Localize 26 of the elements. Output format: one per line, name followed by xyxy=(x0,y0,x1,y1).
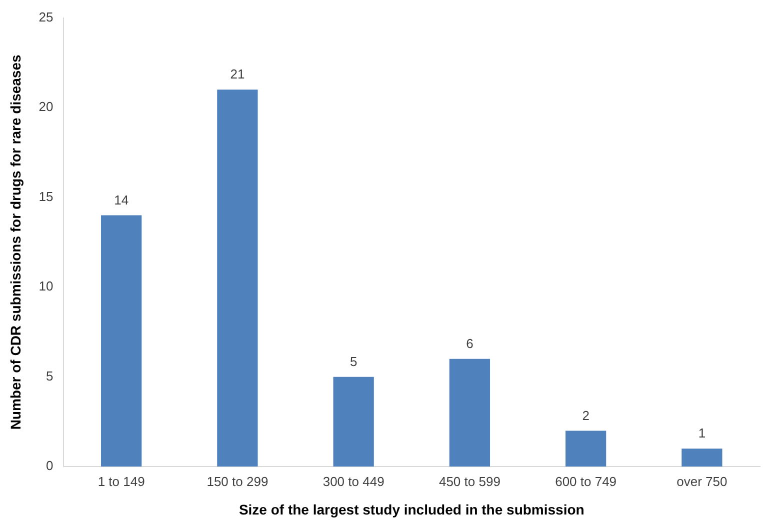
bar xyxy=(565,430,606,467)
y-tick-label: 0 xyxy=(46,458,54,474)
y-axis-title: Number of CDR submissions for drugs for rare diseases xyxy=(7,54,24,430)
y-tick-label: 10 xyxy=(38,278,54,294)
data-label: 21 xyxy=(230,66,245,82)
data-label: 6 xyxy=(466,336,474,351)
data-label: 14 xyxy=(114,192,129,208)
bar xyxy=(449,358,490,467)
bar xyxy=(101,215,142,467)
x-tick-label: 450 to 599 xyxy=(438,474,500,489)
x-tick-label: over 750 xyxy=(676,474,728,489)
bar xyxy=(217,90,258,467)
y-tick-label: 25 xyxy=(38,9,54,24)
data-label: 1 xyxy=(698,426,706,441)
data-label: 2 xyxy=(582,408,590,423)
y-tick-label: 20 xyxy=(38,99,54,114)
x-tick-label: 1 to 149 xyxy=(98,474,145,489)
x-tick-label: 600 to 749 xyxy=(555,474,617,489)
x-tick-label: 300 to 449 xyxy=(322,474,384,489)
x-axis-title: Size of the largest study included in the submission xyxy=(238,501,584,518)
data-label: 5 xyxy=(350,354,358,369)
x-tick-label: 150 to 299 xyxy=(206,474,268,489)
y-tick-label: 5 xyxy=(46,368,54,384)
bar xyxy=(333,376,374,467)
bar xyxy=(682,448,722,467)
y-tick-label: 15 xyxy=(38,188,54,204)
